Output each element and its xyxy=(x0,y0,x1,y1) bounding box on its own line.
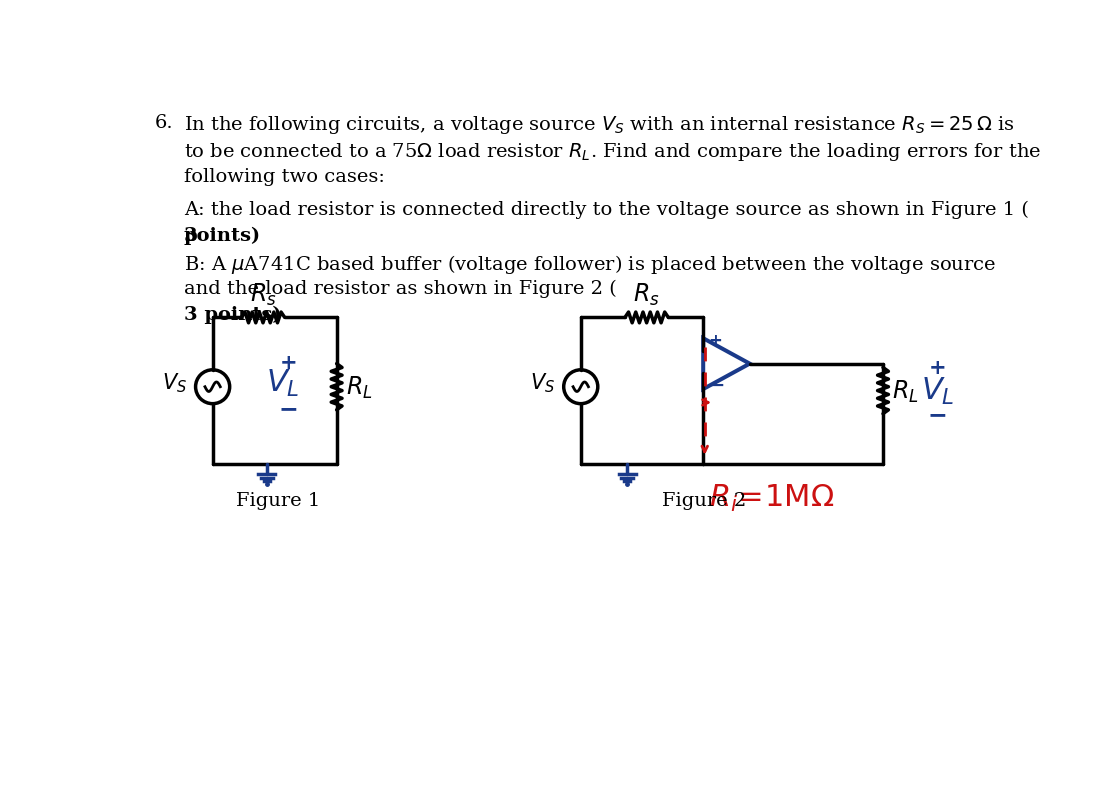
Text: A: the load resistor is connected directly to the voltage source as shown in Fig: A: the load resistor is connected direct… xyxy=(183,200,1029,219)
Text: −: − xyxy=(279,397,298,421)
Text: B: A $\mu$A741C based buffer (voltage follower) is placed between the voltage so: B: A $\mu$A741C based buffer (voltage fo… xyxy=(183,253,996,276)
Text: $R_L$: $R_L$ xyxy=(892,378,919,404)
Text: $R_s$: $R_s$ xyxy=(250,281,277,307)
Text: $R_L$: $R_L$ xyxy=(346,374,373,401)
Text: +: + xyxy=(929,358,946,378)
Text: $V_L$: $V_L$ xyxy=(266,368,299,399)
Text: Figure 2: Figure 2 xyxy=(662,491,746,509)
Text: 3: 3 xyxy=(183,226,198,244)
Text: points): points) xyxy=(183,226,261,245)
Text: +: + xyxy=(280,353,297,372)
Text: and the load resistor as shown in Figure 2 (: and the load resistor as shown in Figure… xyxy=(183,280,617,298)
Text: $V_S$: $V_S$ xyxy=(162,371,187,394)
Text: following two cases:: following two cases: xyxy=(183,168,385,186)
Text: +: + xyxy=(708,332,723,350)
Text: Figure 1: Figure 1 xyxy=(237,491,320,509)
Text: to be connected to a 75$\Omega$ load resistor $R_L$. Find and compare the loadin: to be connected to a 75$\Omega$ load res… xyxy=(183,141,1041,163)
Text: −: − xyxy=(927,402,947,426)
Text: $R_s$: $R_s$ xyxy=(634,281,659,307)
Text: $V_S$: $V_S$ xyxy=(530,371,555,394)
Text: −: − xyxy=(708,375,725,395)
Text: 6.: 6. xyxy=(155,114,173,132)
Text: 3 points): 3 points) xyxy=(183,305,281,324)
Text: $V_L$: $V_L$ xyxy=(921,375,954,406)
Text: $R_i\!=\!1\mathrm{M}\Omega$: $R_i\!=\!1\mathrm{M}\Omega$ xyxy=(708,482,834,513)
Text: In the following circuits, a voltage source $V_S$ with an internal resistance $R: In the following circuits, a voltage sou… xyxy=(183,114,1014,136)
